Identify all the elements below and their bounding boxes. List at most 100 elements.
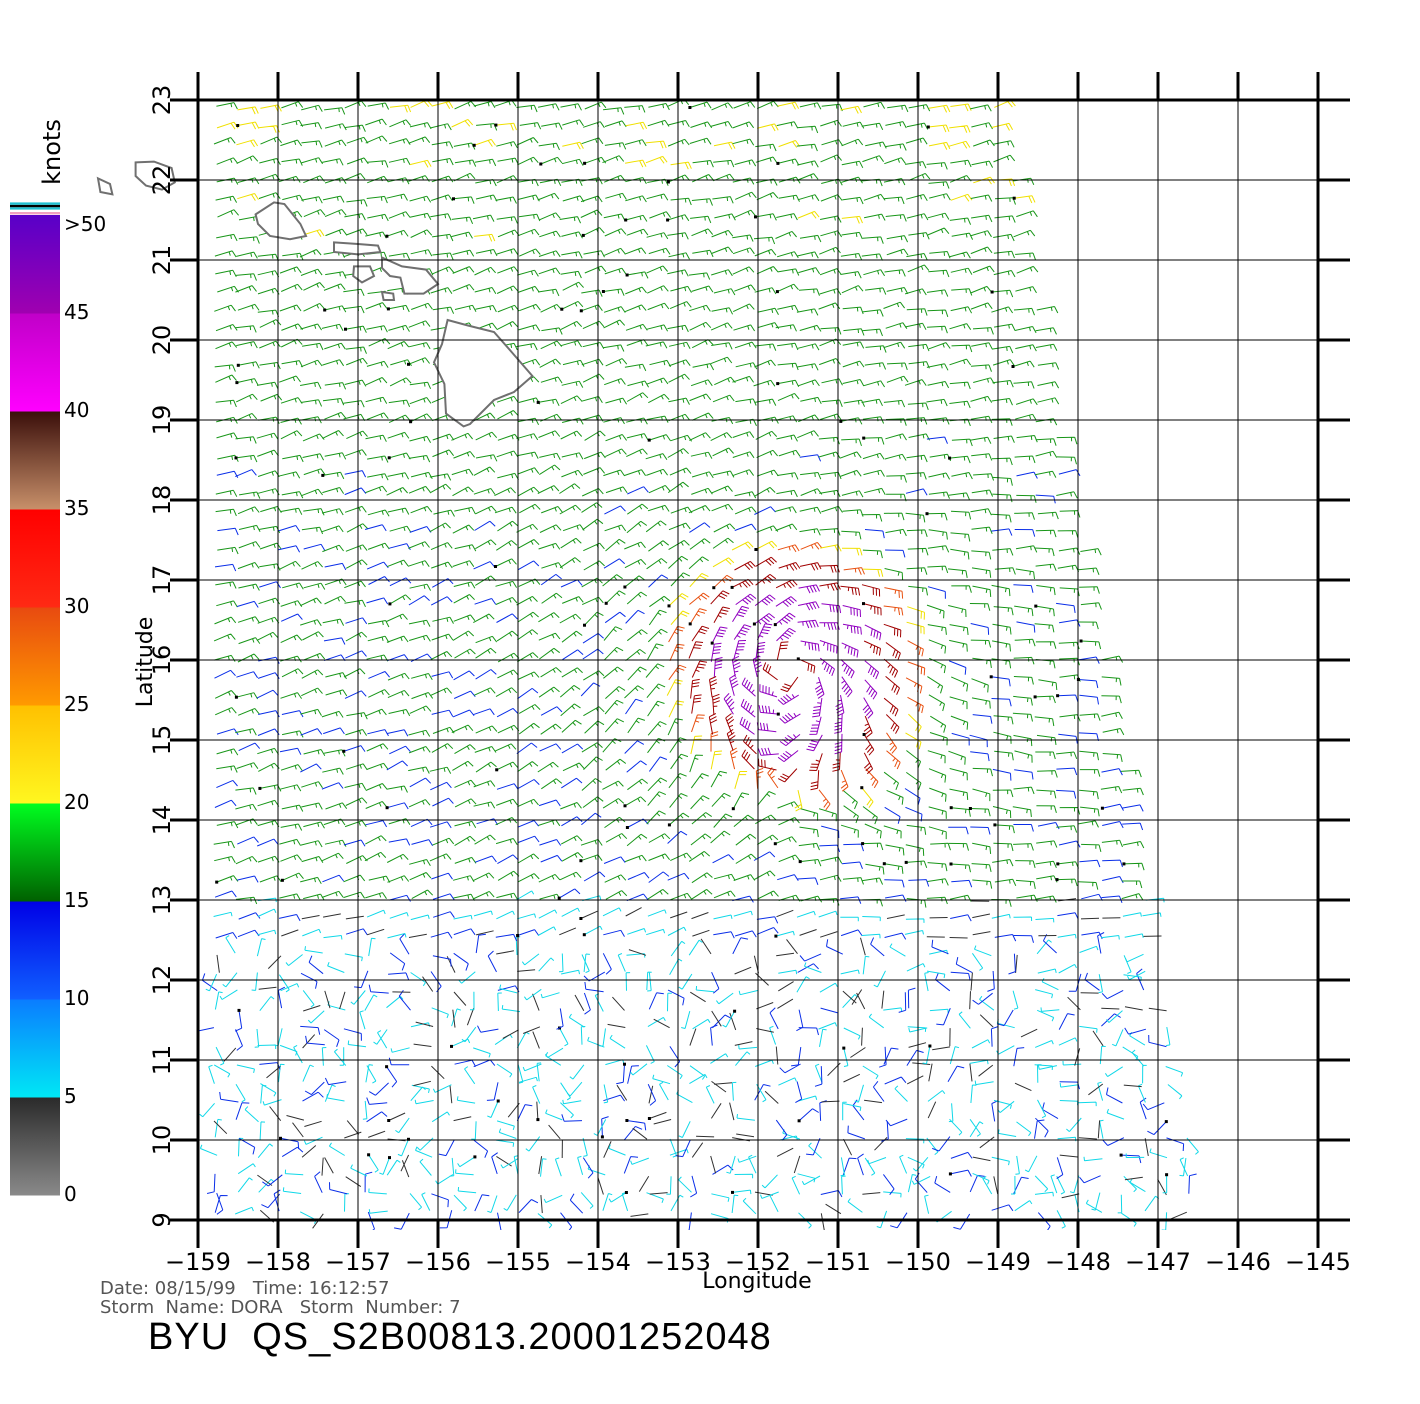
wind-barb (239, 542, 260, 548)
colorbar-tick-label: 30 (64, 594, 89, 618)
wind-barb (517, 799, 538, 806)
wind-barb (258, 673, 279, 679)
wind-barb (865, 1158, 875, 1175)
wind-barb (282, 583, 303, 589)
wind-barb (344, 875, 365, 882)
wind-barb (906, 138, 927, 144)
wind-barb (457, 1096, 475, 1103)
wind-barb (280, 656, 301, 662)
wind-barb (1036, 606, 1055, 616)
wind-barb (453, 525, 474, 533)
wind-barb (368, 672, 389, 679)
wind-barb (757, 267, 778, 274)
wind-barb (588, 1165, 605, 1175)
wind-barb (734, 815, 754, 827)
wind-barb (433, 450, 454, 457)
wind-barb (735, 492, 756, 498)
wind-barb (1036, 530, 1056, 537)
wind-barb (604, 248, 625, 255)
wind-barb (518, 854, 539, 863)
rain-flag-marker (495, 768, 498, 771)
wind-barb (430, 484, 451, 493)
wind-barb (538, 762, 559, 772)
rain-flag-marker (321, 474, 324, 477)
wind-barb (649, 1112, 666, 1118)
longitude-tick-label: −155 (485, 1248, 551, 1276)
wind-barb (387, 786, 408, 793)
wind-barb (649, 248, 670, 254)
wind-barb (539, 874, 560, 882)
wind-barb (819, 437, 840, 444)
wind-barb (993, 624, 1012, 634)
wind-barb (454, 615, 475, 621)
wind-barb (689, 593, 709, 604)
wind-barb (971, 195, 992, 202)
wind-barb (932, 1047, 950, 1050)
wind-barb (797, 911, 815, 917)
wind-barb (458, 1187, 476, 1193)
wind-barb (979, 1065, 993, 1076)
wind-barb (647, 811, 666, 824)
wind-barb (504, 1195, 517, 1211)
wind-barb (970, 827, 990, 835)
wind-barb (257, 382, 278, 389)
wind-barb (973, 768, 993, 776)
wind-barb (714, 575, 733, 587)
wind-barb (1066, 1118, 1081, 1132)
wind-barb (604, 1141, 611, 1157)
rain-flag-marker (883, 862, 886, 865)
wind-barb (603, 799, 624, 809)
wind-barb (609, 1145, 626, 1155)
wind-barb (606, 539, 626, 551)
wind-barb (809, 753, 822, 770)
wind-barb (301, 269, 322, 275)
wind-barb (1123, 913, 1142, 917)
wind-barb (1080, 946, 1098, 952)
wind-barb (972, 527, 993, 534)
wind-barb (992, 699, 1012, 707)
wind-barb (973, 1173, 990, 1184)
wind-barb (626, 699, 643, 714)
wind-barb (345, 954, 363, 961)
wind-barb (451, 232, 472, 238)
wind-barb (439, 1140, 455, 1156)
wind-barb (742, 678, 755, 697)
wind-barb (279, 472, 300, 478)
wind-barb (606, 487, 627, 493)
wind-barb (584, 757, 603, 770)
rain-flag-marker (688, 106, 691, 109)
wind-barb (343, 306, 364, 313)
wind-barb (367, 161, 388, 168)
latitude-tick-label: 22 (148, 165, 176, 196)
wind-barb (237, 601, 258, 607)
wind-barb (516, 344, 537, 351)
wind-barb (843, 878, 864, 885)
wind-barb (281, 102, 302, 108)
wind-barb (975, 1081, 993, 1085)
wind-barb (689, 506, 710, 513)
wind-barb (777, 252, 798, 258)
wind-barb (907, 214, 928, 220)
wind-barb (1101, 787, 1122, 794)
wind-barb (653, 1075, 670, 1084)
wind-barb (836, 695, 844, 716)
wind-barb (754, 852, 775, 861)
wind-barb (648, 303, 669, 309)
wind-barb (367, 763, 388, 769)
wind-barb (388, 178, 409, 184)
wind-barb (215, 992, 222, 1010)
wind-barb (541, 855, 562, 862)
wind-barb (207, 1174, 215, 1194)
wind-barb (950, 160, 971, 167)
wind-barb (667, 1066, 682, 1079)
wind-barb (388, 325, 409, 331)
longitude-tick-label: −158 (245, 1248, 311, 1276)
wind-barb (841, 1157, 845, 1175)
wind-barb (517, 452, 538, 459)
wind-barb (560, 341, 581, 347)
wind-barb (539, 687, 559, 697)
wind-barb (666, 1176, 671, 1194)
wind-barb (639, 1176, 648, 1191)
wind-barb (344, 669, 365, 677)
wind-barb (215, 691, 236, 699)
